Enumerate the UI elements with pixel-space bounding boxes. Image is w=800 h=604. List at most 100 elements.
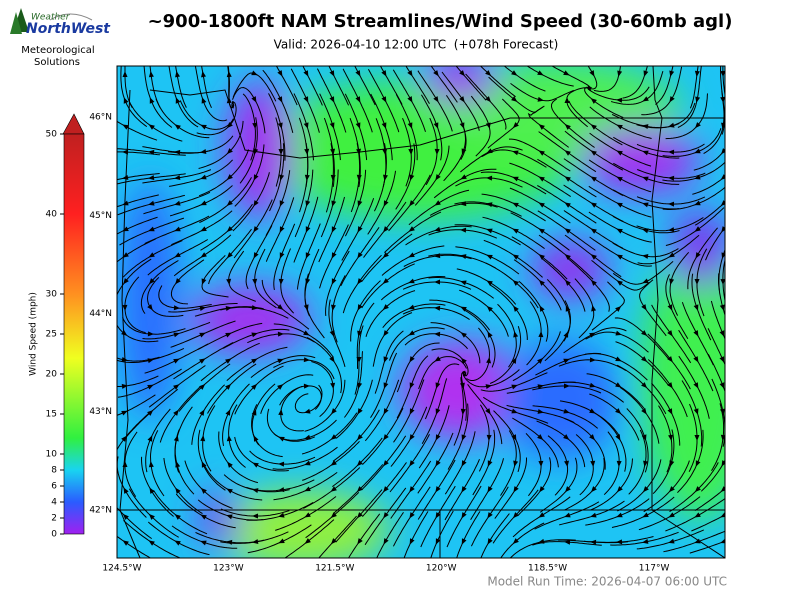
streamline-arrow	[277, 304, 284, 310]
streamline-arrow	[174, 124, 181, 130]
streamline-arrow	[590, 228, 597, 234]
streamline-arrow	[383, 434, 389, 441]
streamline-arrow	[357, 382, 363, 389]
streamline-arrow	[641, 382, 648, 389]
streamline-arrow	[720, 512, 725, 518]
streamline-arrow	[200, 435, 206, 442]
streamline-arrow	[330, 382, 336, 389]
colorbar-tick-label: 20	[46, 370, 58, 380]
streamline-arrow	[485, 70, 492, 77]
streamline-arrow	[668, 434, 674, 441]
streamline-arrow	[668, 175, 675, 181]
streamline-arrow	[642, 150, 649, 156]
streamline-arrow	[148, 513, 155, 520]
streamline-arrow	[667, 304, 673, 311]
streamline-arrow	[252, 513, 259, 519]
lon-label: 118.5°W	[528, 564, 567, 574]
streamline-arrow	[251, 332, 258, 338]
streamline-arrow	[408, 252, 415, 258]
streamline-arrow	[513, 460, 519, 467]
streamline-arrow	[590, 98, 597, 104]
streamline-arrow	[669, 278, 675, 285]
streamline-arrow	[539, 305, 545, 312]
streamline-arrow	[357, 252, 363, 259]
streamline-arrow	[512, 228, 519, 234]
streamline-arrow	[538, 202, 545, 208]
streamline-arrow	[278, 461, 285, 467]
streamline-arrow	[460, 254, 467, 260]
streamline-arrow	[122, 71, 128, 78]
streamline-arrow	[486, 228, 493, 234]
streamline-arrow	[563, 434, 570, 440]
streamline-arrow	[434, 148, 440, 155]
streamline-arrow	[563, 70, 570, 76]
streamline-arrow	[122, 174, 129, 180]
streamline-arrow	[174, 514, 181, 520]
streamline-arrow	[668, 252, 675, 258]
streamline-arrow	[668, 201, 675, 207]
streamline-arrow	[148, 200, 155, 206]
org-line: Meteorological	[21, 45, 94, 56]
streamline-arrow	[461, 148, 467, 155]
streamline-arrow	[461, 538, 467, 545]
streamline-arrow	[227, 461, 233, 468]
streamline-arrow	[330, 538, 337, 545]
streamline-arrow	[486, 305, 493, 312]
streamline-arrow	[537, 70, 544, 76]
streamline-arrow	[200, 514, 207, 520]
colorbar-tick-label: 10	[46, 450, 58, 460]
streamline-arrow	[564, 460, 569, 467]
streamline-arrow	[487, 512, 493, 519]
streamline-arrow	[147, 384, 154, 390]
streamline-arrow	[590, 150, 597, 156]
lat-label: 46°N	[89, 113, 112, 123]
streamline-arrow	[513, 331, 519, 338]
streamline-arrow	[304, 486, 311, 492]
streamline-arrow	[357, 512, 363, 519]
streamline-arrow	[616, 150, 623, 156]
streamline-arrow	[486, 357, 492, 364]
streamline-arrow	[537, 96, 544, 102]
streamline-arrow	[121, 435, 127, 442]
streamline-arrow	[538, 512, 545, 518]
streamline-arrow	[564, 512, 571, 518]
streamline-arrow	[485, 384, 492, 390]
streamline-arrow	[383, 460, 389, 467]
streamline-arrow	[485, 96, 491, 103]
streamline-arrow	[460, 174, 467, 180]
streamline-arrow	[277, 96, 283, 103]
streamline-arrow	[435, 174, 441, 181]
streamline-arrow	[617, 486, 623, 493]
streamline-arrow	[564, 202, 571, 208]
streamline-arrow	[148, 461, 154, 468]
streamline-arrow	[719, 330, 725, 337]
streamline-arrow	[173, 332, 180, 338]
streamline-arrow	[304, 408, 311, 414]
streamline-arrow	[355, 96, 361, 103]
streamline-arrow	[538, 228, 545, 234]
streamline-arrow	[564, 254, 571, 260]
colorbar-tick-label: 4	[51, 498, 57, 508]
streamline-arrow	[694, 148, 701, 154]
streamline-arrow	[721, 252, 725, 259]
streamline-arrow	[512, 254, 519, 260]
streamline-arrow	[226, 252, 233, 259]
streamline-arrow	[278, 487, 285, 493]
streamline-arrow	[461, 434, 467, 441]
streamline-arrow	[304, 538, 311, 544]
streamline-arrow	[252, 122, 258, 129]
streamline-arrow	[253, 226, 259, 233]
streamline-arrow	[174, 175, 181, 181]
colorbar-tick-label: 0	[51, 530, 57, 540]
streamline-arrow	[434, 331, 441, 337]
streamline-arrow	[513, 305, 519, 312]
streamline-arrow	[616, 254, 623, 260]
streamline-arrow	[590, 512, 597, 518]
streamline-arrow	[252, 278, 258, 285]
streamline-arrow	[122, 149, 129, 155]
streamline-arrow	[199, 332, 206, 338]
lon-label: 124.5°W	[102, 564, 141, 574]
streamline-arrow	[642, 512, 649, 518]
streamline-arrow	[356, 356, 362, 363]
streamline-arrow	[485, 408, 491, 415]
